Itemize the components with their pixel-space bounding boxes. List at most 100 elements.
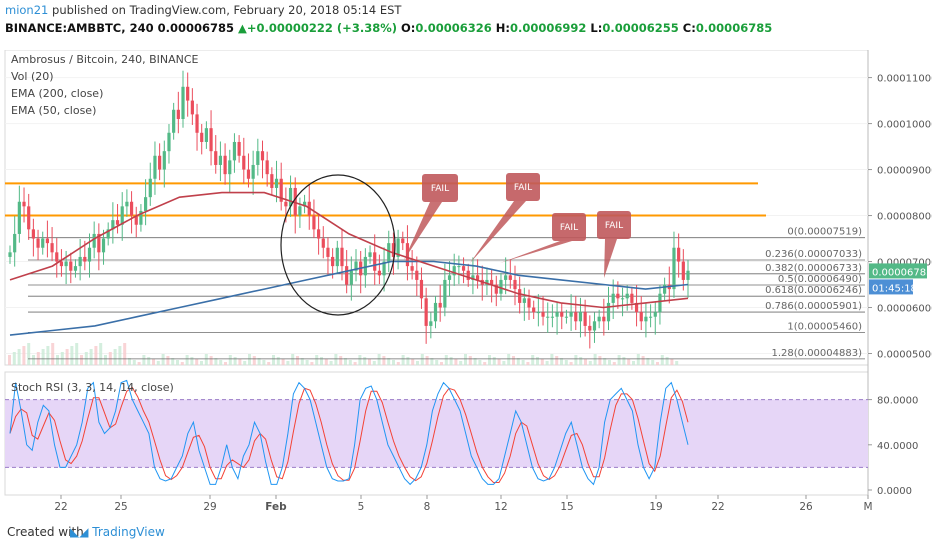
created-with-label: Created with	[7, 525, 84, 539]
volume-bar	[142, 355, 146, 365]
candle-body	[190, 100, 194, 115]
volume-bar	[368, 359, 371, 365]
publish-line: mion21 published on TradingView.com, Feb…	[5, 3, 401, 17]
candle-body	[611, 293, 615, 303]
volume-bar	[416, 361, 419, 365]
author-link[interactable]: mion21	[5, 3, 49, 17]
candle-body	[162, 151, 166, 170]
up-arrow-icon: ▲	[238, 21, 247, 35]
fib-label: 0.5(0.00006490)	[778, 274, 862, 285]
candle-body	[312, 215, 316, 230]
volume-bar	[526, 362, 530, 365]
candle-body	[293, 187, 297, 216]
volume-bar	[329, 361, 333, 365]
callout-label: FAIL	[431, 184, 449, 194]
volume-bar	[65, 349, 69, 365]
volume-bar	[291, 354, 295, 365]
x-tick-label: M	[863, 501, 872, 513]
stoch-y-label: 40.0000	[877, 441, 918, 452]
volume-bar	[478, 360, 482, 365]
volume-bar	[459, 361, 463, 365]
candle-body	[218, 155, 223, 165]
volume-bar	[420, 354, 424, 365]
candle-body	[340, 247, 344, 267]
volume-bar	[512, 356, 515, 365]
volume-bar	[521, 360, 525, 365]
candle-body	[363, 256, 367, 276]
volume-bar	[233, 357, 237, 365]
volume-bar	[411, 359, 415, 365]
candle-body	[115, 220, 120, 225]
candle-body	[279, 178, 283, 202]
legend-ema50: EMA (50, close)	[11, 104, 97, 117]
candle-body	[648, 316, 653, 318]
candle-body	[317, 229, 321, 239]
candle-body	[64, 261, 68, 267]
volume-bar	[488, 355, 491, 365]
candle-body	[298, 206, 302, 216]
candle-body	[92, 233, 96, 248]
volume-bar	[238, 359, 242, 365]
candle-body	[246, 169, 251, 179]
callout-pointer	[470, 201, 526, 263]
volume-bar	[281, 359, 285, 365]
candle-body	[686, 270, 690, 280]
volume-bar	[224, 362, 227, 365]
candle-body	[265, 160, 269, 175]
y-tick-label: 0.00008000	[877, 212, 932, 223]
chart-canvas[interactable]: 0.00011000 0.00010000 0.00009000 0.00008000…	[0, 49, 932, 516]
candle-body	[461, 266, 466, 271]
volume-bar	[209, 356, 213, 365]
candle-body	[471, 275, 475, 280]
y-tick-label: 0.00011000	[877, 74, 932, 85]
candle-body	[391, 243, 396, 257]
candle-body	[546, 316, 550, 318]
candle-body	[499, 279, 503, 294]
volume-bar	[32, 355, 35, 365]
candle-body	[195, 114, 199, 133]
close-value: 0.00006785	[695, 21, 773, 35]
volume-bar	[502, 361, 506, 365]
volume-bar	[540, 359, 544, 365]
volume-bar	[104, 355, 107, 365]
candle-body	[588, 325, 592, 331]
high-label: H:	[495, 21, 511, 35]
tradingview-logo-icon[interactable]: ◣◢ TradingView	[70, 525, 165, 539]
candle-body	[508, 275, 512, 280]
chart-area[interactable]: 0.00011000 0.00010000 0.00009000 0.00008000…	[0, 49, 932, 516]
volume-bar	[464, 354, 467, 365]
candle-body	[274, 178, 279, 188]
candle-body	[106, 229, 110, 239]
candle-body	[396, 238, 400, 257]
volume-bar	[94, 346, 98, 365]
candle-body	[485, 279, 489, 285]
candle-body	[101, 238, 106, 253]
price-change: +0.00000222 (+3.38%)	[246, 21, 397, 35]
volume-bar	[228, 355, 232, 365]
callout-box	[552, 213, 586, 241]
x-tick-label: Feb	[265, 501, 287, 513]
callout-label: FAIL	[514, 183, 532, 193]
volume-bar	[612, 362, 616, 365]
candle-body	[87, 247, 92, 262]
candle-body	[574, 312, 578, 322]
fib-label: 0(0.00007519)	[787, 227, 862, 238]
volume-bar	[632, 361, 635, 365]
volume-bar	[180, 362, 184, 365]
candle-body	[433, 302, 438, 322]
volume-bar	[252, 356, 256, 365]
tradingview-brand[interactable]: TradingView	[92, 525, 165, 539]
volume-bar	[363, 357, 367, 365]
candle-body	[644, 316, 648, 322]
volume-bar	[286, 361, 290, 365]
legend-stoch: Stoch RSI (3, 3, 14, 14, close)	[11, 381, 174, 394]
last-price: 0.00006785	[157, 21, 235, 35]
volume-bar	[569, 362, 573, 365]
candle-body	[475, 275, 480, 280]
candle-body	[335, 247, 339, 267]
candle-body	[321, 238, 325, 248]
x-tick-label: 5	[358, 501, 365, 513]
volume-bar	[8, 355, 11, 365]
candle-body	[326, 247, 330, 257]
candle-body	[518, 289, 522, 303]
